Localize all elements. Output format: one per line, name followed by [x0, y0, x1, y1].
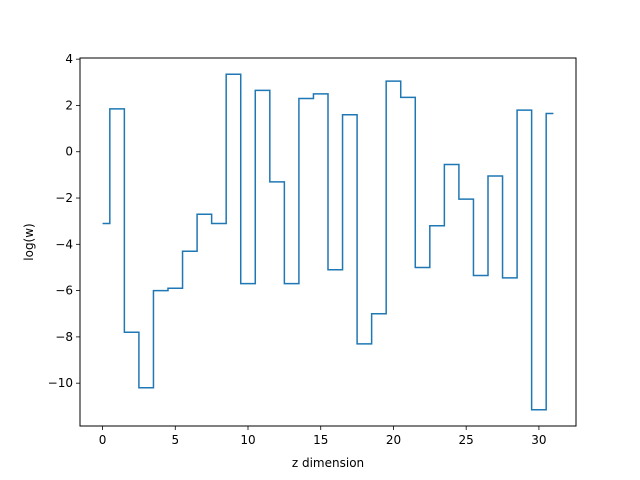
y-axis-ticks: −10 −8 −6 −4 −2 0 2 4 [48, 52, 80, 390]
x-tick-label: 15 [313, 433, 328, 447]
x-tick-label: 30 [531, 433, 546, 447]
y-tick-label: −4 [55, 237, 73, 251]
y-tick-label: −10 [48, 376, 73, 390]
x-tick-label: 0 [99, 433, 107, 447]
series-line-0 [102, 73, 554, 411]
y-tick-label: 4 [65, 52, 73, 66]
y-axis-label: log(w) [22, 223, 36, 260]
plot-frame [79, 57, 577, 427]
x-tick-label: 20 [386, 433, 401, 447]
x-axis-label: z dimension [292, 456, 364, 470]
series-layer [102, 73, 554, 411]
y-tick-label: −2 [55, 191, 73, 205]
x-tick-label: 10 [240, 433, 255, 447]
y-tick-label: −8 [55, 330, 73, 344]
x-tick-label: 5 [171, 433, 179, 447]
y-tick-label: −6 [55, 284, 73, 298]
y-tick-label: 0 [65, 145, 73, 159]
x-tick-label: 25 [459, 433, 474, 447]
x-axis-ticks: 0 5 10 15 20 25 30 [99, 426, 547, 447]
y-tick-label: 2 [65, 98, 73, 112]
